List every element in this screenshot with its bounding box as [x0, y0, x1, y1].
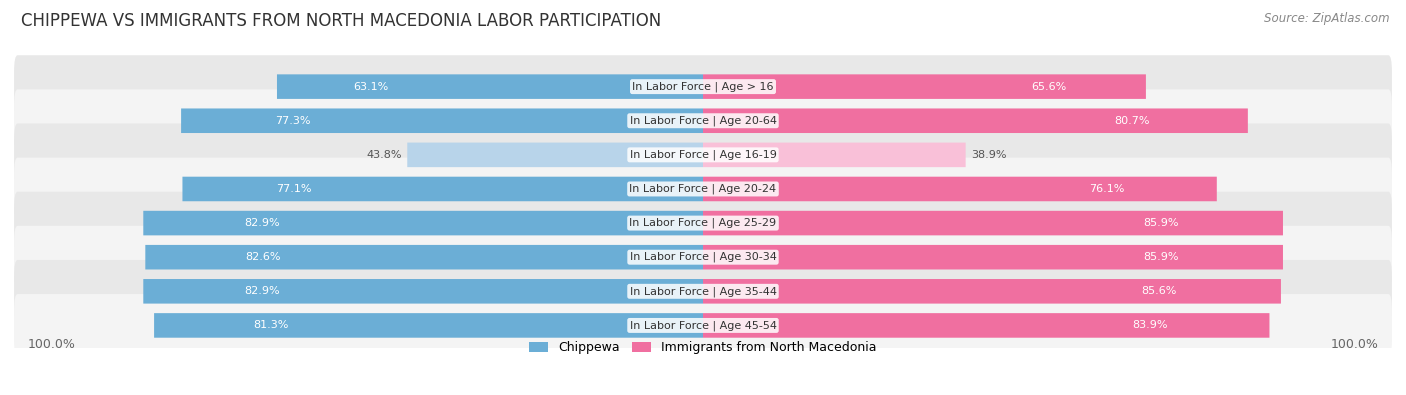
Text: Source: ZipAtlas.com: Source: ZipAtlas.com [1264, 12, 1389, 25]
Text: In Labor Force | Age 30-34: In Labor Force | Age 30-34 [630, 252, 776, 262]
FancyBboxPatch shape [143, 211, 703, 235]
Text: 82.6%: 82.6% [246, 252, 281, 262]
Text: 65.6%: 65.6% [1031, 82, 1066, 92]
FancyBboxPatch shape [703, 279, 1281, 304]
Text: 85.9%: 85.9% [1143, 252, 1178, 262]
Text: 83.9%: 83.9% [1132, 320, 1167, 331]
Text: 77.3%: 77.3% [276, 116, 311, 126]
FancyBboxPatch shape [14, 55, 1392, 118]
FancyBboxPatch shape [703, 109, 1249, 133]
Text: 81.3%: 81.3% [253, 320, 288, 331]
Text: In Labor Force | Age > 16: In Labor Force | Age > 16 [633, 81, 773, 92]
FancyBboxPatch shape [14, 124, 1392, 186]
Text: 100.0%: 100.0% [28, 338, 76, 351]
Text: In Labor Force | Age 20-24: In Labor Force | Age 20-24 [630, 184, 776, 194]
FancyBboxPatch shape [703, 177, 1216, 201]
FancyBboxPatch shape [14, 192, 1392, 254]
FancyBboxPatch shape [14, 226, 1392, 289]
FancyBboxPatch shape [143, 279, 703, 304]
FancyBboxPatch shape [703, 143, 966, 167]
Text: 85.6%: 85.6% [1142, 286, 1177, 296]
Text: In Labor Force | Age 16-19: In Labor Force | Age 16-19 [630, 150, 776, 160]
Text: 85.9%: 85.9% [1143, 218, 1178, 228]
Text: 82.9%: 82.9% [245, 286, 280, 296]
FancyBboxPatch shape [14, 260, 1392, 323]
Text: 38.9%: 38.9% [972, 150, 1007, 160]
Text: CHIPPEWA VS IMMIGRANTS FROM NORTH MACEDONIA LABOR PARTICIPATION: CHIPPEWA VS IMMIGRANTS FROM NORTH MACEDO… [21, 12, 661, 30]
Text: 82.9%: 82.9% [245, 218, 280, 228]
FancyBboxPatch shape [145, 245, 703, 269]
Text: In Labor Force | Age 35-44: In Labor Force | Age 35-44 [630, 286, 776, 297]
Text: 77.1%: 77.1% [276, 184, 312, 194]
Text: 63.1%: 63.1% [354, 82, 389, 92]
FancyBboxPatch shape [14, 294, 1392, 357]
Text: In Labor Force | Age 25-29: In Labor Force | Age 25-29 [630, 218, 776, 228]
FancyBboxPatch shape [14, 89, 1392, 152]
Text: 76.1%: 76.1% [1088, 184, 1125, 194]
FancyBboxPatch shape [703, 74, 1146, 99]
FancyBboxPatch shape [703, 211, 1282, 235]
FancyBboxPatch shape [703, 245, 1282, 269]
Legend: Chippewa, Immigrants from North Macedonia: Chippewa, Immigrants from North Macedoni… [524, 337, 882, 359]
Text: 43.8%: 43.8% [367, 150, 402, 160]
Text: 100.0%: 100.0% [1330, 338, 1378, 351]
FancyBboxPatch shape [181, 109, 703, 133]
Text: In Labor Force | Age 45-54: In Labor Force | Age 45-54 [630, 320, 776, 331]
FancyBboxPatch shape [277, 74, 703, 99]
FancyBboxPatch shape [408, 143, 703, 167]
Text: In Labor Force | Age 20-64: In Labor Force | Age 20-64 [630, 115, 776, 126]
Text: 80.7%: 80.7% [1115, 116, 1150, 126]
FancyBboxPatch shape [183, 177, 703, 201]
FancyBboxPatch shape [703, 313, 1270, 338]
FancyBboxPatch shape [14, 158, 1392, 220]
FancyBboxPatch shape [155, 313, 703, 338]
